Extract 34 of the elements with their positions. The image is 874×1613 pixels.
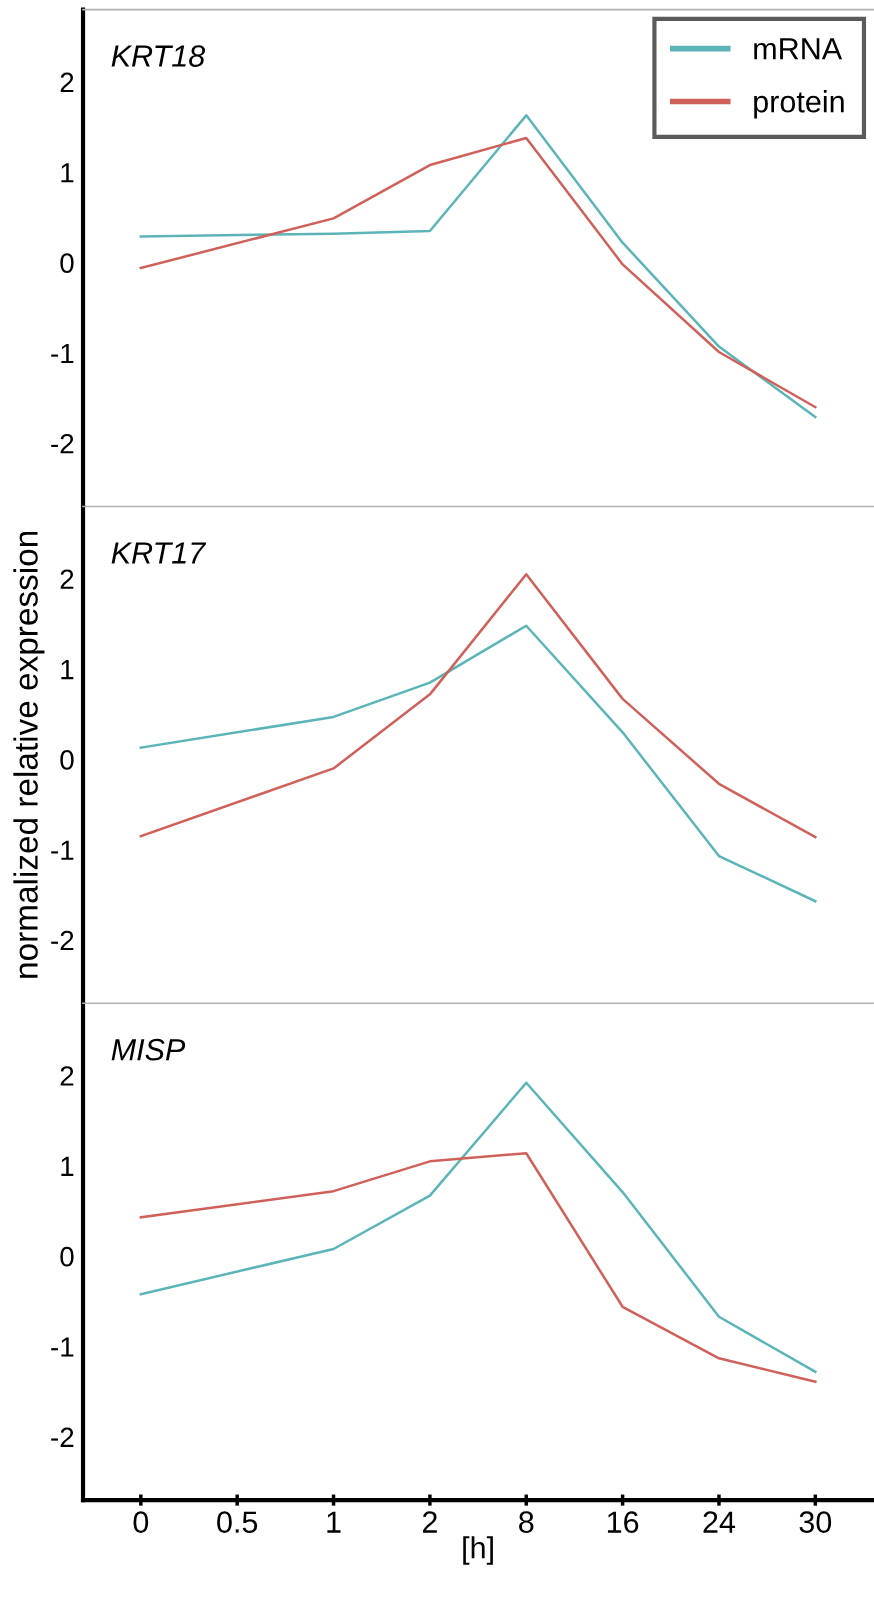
y-tick-label: -2 <box>51 1427 74 1447</box>
legend-label: mRNA <box>754 38 843 60</box>
line-series <box>139 624 817 903</box>
x-axis-title: [h] <box>463 1536 493 1565</box>
x-tick-label: 0.5 <box>217 1511 258 1533</box>
y-tick-label: 1 <box>61 163 74 183</box>
text: MISP <box>111 1038 186 1061</box>
y-tick-label: 2 <box>60 72 74 93</box>
y-tick-label: -2 <box>51 930 74 951</box>
y-tick-label: 0 <box>60 253 74 273</box>
text: KRT17 <box>111 542 207 564</box>
text: KRT18 <box>111 45 206 67</box>
y-tick-label: 2 <box>60 569 74 589</box>
legend-label: protein <box>754 90 844 119</box>
y-axis-title: normalized relative expression <box>13 531 45 978</box>
y-tick-label: -1 <box>51 343 74 363</box>
x-tick-label: 16 <box>607 1511 639 1533</box>
x-tick-label: 30 <box>799 1511 832 1533</box>
y-tick-label: -1 <box>51 1337 74 1357</box>
x-tick-label: 24 <box>703 1511 736 1533</box>
y-tick-label: 2 <box>60 1066 74 1086</box>
line-series <box>139 572 817 839</box>
line-series <box>139 1081 817 1374</box>
y-tick-label: 1 <box>61 660 74 680</box>
y-tick-label: -1 <box>51 840 74 860</box>
y-tick-label: 1 <box>61 1156 74 1176</box>
y-tick-label: 0 <box>60 1246 74 1267</box>
y-tick-label: 0 <box>60 750 74 770</box>
x-tick-label: 8 <box>519 1511 534 1533</box>
x-tick-label: 2 <box>422 1511 437 1533</box>
line-series <box>139 1151 817 1384</box>
x-tick-label: 1 <box>327 1511 341 1533</box>
x-tick-label: 0 <box>133 1511 149 1533</box>
y-tick-label: -2 <box>51 433 74 454</box>
